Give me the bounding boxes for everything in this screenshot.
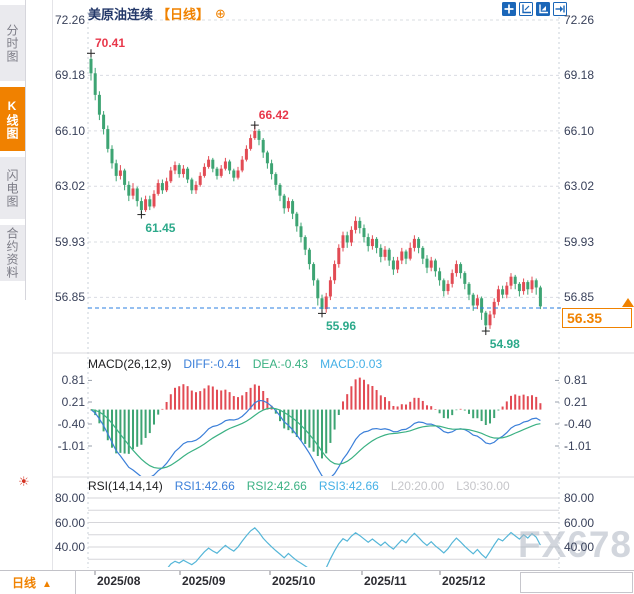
rsi1-value: RSI1:42.66 bbox=[174, 479, 235, 493]
rsi-gridlines bbox=[88, 497, 559, 560]
period-tag: 【日线】 bbox=[157, 7, 210, 22]
price-axis-label: 66.10 bbox=[54, 123, 85, 138]
price-axis-label: 72.26 bbox=[54, 13, 85, 27]
rsi-axis-label: 60.00 bbox=[54, 515, 85, 530]
chart-toolbar bbox=[502, 2, 570, 16]
timeline-label: 2025/08 bbox=[97, 574, 141, 588]
macd-params[interactable]: MACD(26,12,9) bbox=[88, 357, 172, 371]
macd-dea-line bbox=[90, 407, 541, 469]
rsi-l20-value: L20:20.00 bbox=[390, 479, 445, 493]
rsi2-value: RSI2:42.66 bbox=[246, 479, 307, 493]
macd-dea-value: DEA:-0.43 bbox=[252, 357, 309, 371]
price-annotation-low: 54.98 bbox=[489, 337, 520, 352]
rsi-header: RSI(14,14,14) RSI1:42.66 RSI2:42.66 RSI3… bbox=[88, 479, 510, 493]
price-axis-label: 59.93 bbox=[564, 235, 595, 249]
timeline-label: 2025/12 bbox=[442, 574, 486, 588]
price-axis-label: 63.02 bbox=[54, 179, 85, 194]
timeline-label: 2025/09 bbox=[182, 574, 226, 588]
rsi-axis-label: 60.00 bbox=[564, 515, 595, 530]
price-annotation-high: 70.41 bbox=[95, 36, 126, 51]
price-annotation-low: 55.96 bbox=[326, 319, 357, 334]
axis-chart-icon[interactable] bbox=[536, 2, 550, 16]
chart-container-border bbox=[52, 0, 53, 570]
annotation-markers bbox=[87, 49, 490, 336]
indicator-sun-icon[interactable]: ☀ bbox=[18, 474, 30, 489]
axis-zoom-icon[interactable] bbox=[519, 2, 533, 16]
price-axis-label: 56.85 bbox=[564, 290, 595, 305]
price-annotation-high: 66.42 bbox=[258, 108, 289, 123]
price-axis-label: 59.93 bbox=[54, 235, 85, 249]
price-alert-arrow-icon[interactable] bbox=[622, 298, 634, 307]
price-annotation-low: 61.45 bbox=[145, 220, 176, 235]
macd-axis-label: 0.81 bbox=[564, 373, 588, 388]
macd-axis-label: 0.81 bbox=[61, 373, 85, 388]
macd-macd-value: MACD:0.03 bbox=[320, 357, 383, 371]
rsi-axis-label: 80.00 bbox=[54, 491, 85, 505]
macd-axis-label: 0.21 bbox=[564, 395, 588, 409]
macd-axis-label: -0.40 bbox=[57, 417, 85, 431]
sidebar-tab-kline-chart[interactable]: K线图 bbox=[0, 87, 25, 151]
add-indicator-icon[interactable]: ⊕ bbox=[215, 5, 226, 21]
footer-separator bbox=[75, 570, 76, 594]
price-axis-label: 69.18 bbox=[54, 68, 85, 83]
price-axis-label: 72.26 bbox=[564, 13, 595, 27]
rsi-l30-value: L30:30.00 bbox=[456, 479, 510, 493]
rsi-line bbox=[167, 527, 541, 567]
sidebar-tab-contract-info[interactable]: 合约资料 bbox=[0, 225, 25, 281]
rsi-params[interactable]: RSI(14,14,14) bbox=[88, 479, 163, 493]
sidebar-tab-flash-chart[interactable]: 闪电图 bbox=[0, 157, 25, 219]
period-selector-label: 日线 bbox=[12, 576, 37, 590]
period-selector[interactable]: 日线 ▲ bbox=[12, 574, 52, 591]
timeline-label: 2025/10 bbox=[272, 574, 316, 588]
sidebar-tab-time-chart[interactable]: 分时图 bbox=[0, 5, 25, 81]
sidebar-border bbox=[25, 0, 26, 300]
symbol-name: 美原油连续 bbox=[88, 7, 154, 22]
macd-diff-value: DIFF:-0.41 bbox=[183, 357, 241, 371]
macd-axis-label: 0.21 bbox=[61, 395, 85, 409]
candlestick-series[interactable] bbox=[89, 53, 542, 332]
chevron-up-icon: ▲ bbox=[42, 579, 52, 590]
price-axis-label: 56.85 bbox=[54, 290, 85, 305]
macd-axis-label: -1.01 bbox=[564, 439, 592, 453]
macd-axis-label: -1.01 bbox=[57, 439, 85, 453]
price-axis-label: 66.10 bbox=[564, 123, 595, 138]
current-price-box: 56.35 bbox=[562, 308, 632, 328]
pan-crosshair-icon[interactable] bbox=[502, 2, 516, 16]
rsi3-value: RSI3:42.66 bbox=[318, 479, 379, 493]
chart-title-row: 美原油连续 【日线】 ⊕ bbox=[88, 4, 226, 23]
rsi-axis-label: 40.00 bbox=[54, 540, 85, 554]
rsi-axis-label: 80.00 bbox=[564, 491, 595, 505]
exit-arrow-icon[interactable] bbox=[553, 2, 567, 16]
rsi-axis-label: 40.00 bbox=[564, 540, 595, 554]
timeline-label: 2025/11 bbox=[364, 574, 407, 588]
price-axis-label: 69.18 bbox=[564, 68, 595, 83]
timeline-overlay-box bbox=[520, 572, 633, 593]
price-axis-label: 63.02 bbox=[564, 179, 595, 194]
macd-header: MACD(26,12,9) DIFF:-0.41 DEA:-0.43 MACD:… bbox=[88, 357, 382, 371]
macd-histogram bbox=[90, 377, 542, 459]
macd-axis-label: -0.40 bbox=[564, 417, 592, 431]
macd-diff-line bbox=[90, 399, 541, 476]
footer-border bbox=[0, 570, 634, 571]
